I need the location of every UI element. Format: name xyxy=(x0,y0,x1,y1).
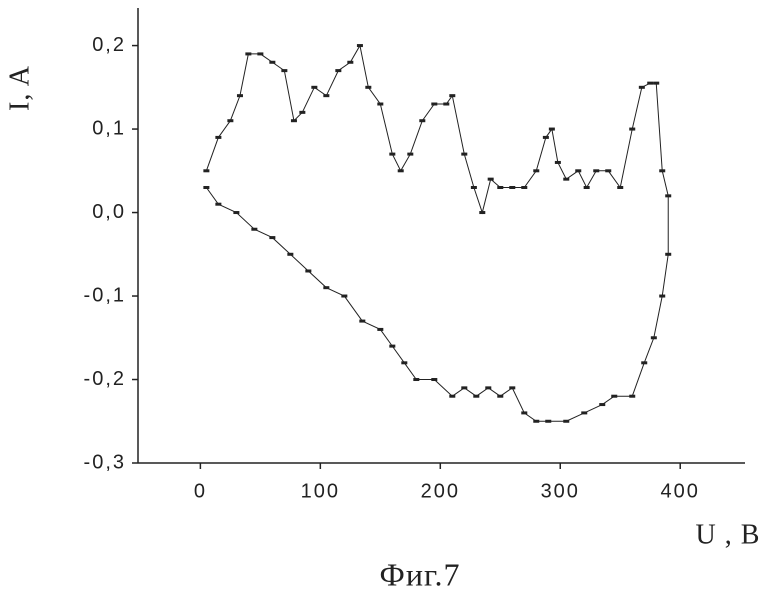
data-point xyxy=(543,136,549,139)
data-point xyxy=(471,186,477,189)
data-point xyxy=(305,269,311,272)
data-point xyxy=(545,420,551,423)
data-point xyxy=(401,361,407,364)
data-point xyxy=(641,361,647,364)
data-point xyxy=(473,395,479,398)
data-point xyxy=(479,211,485,214)
data-point xyxy=(281,69,287,72)
data-point xyxy=(359,320,365,323)
data-point xyxy=(563,420,569,423)
data-point xyxy=(575,169,581,172)
data-point xyxy=(341,295,347,298)
data-point xyxy=(237,94,243,97)
data-point xyxy=(431,103,437,106)
data-point xyxy=(251,228,257,231)
data-point xyxy=(299,111,305,114)
data-point xyxy=(605,169,611,172)
data-line xyxy=(206,46,668,422)
data-point xyxy=(497,186,503,189)
data-point xyxy=(203,169,209,172)
data-point xyxy=(509,386,515,389)
x-tick-label: 400 xyxy=(661,480,700,502)
data-point xyxy=(521,411,527,414)
data-point xyxy=(389,345,395,348)
data-point xyxy=(323,286,329,289)
data-point xyxy=(389,153,395,156)
data-point xyxy=(269,236,275,239)
data-point xyxy=(533,420,539,423)
data-point xyxy=(584,186,590,189)
data-point xyxy=(227,119,233,122)
data-point xyxy=(549,128,555,131)
data-point xyxy=(665,194,671,197)
data-point xyxy=(413,378,419,381)
data-point xyxy=(419,119,425,122)
data-point xyxy=(461,386,467,389)
data-point xyxy=(488,178,494,181)
data-point xyxy=(509,186,515,189)
x-tick-label: 0 xyxy=(194,480,207,502)
data-point xyxy=(398,169,404,172)
data-point xyxy=(335,69,341,72)
data-point xyxy=(651,336,657,339)
data-point xyxy=(521,186,527,189)
data-point xyxy=(485,386,491,389)
x-tick-label: 300 xyxy=(541,480,580,502)
data-point xyxy=(665,253,671,256)
data-point xyxy=(653,82,659,85)
data-point xyxy=(347,61,353,64)
y-tick-label: -0,2 xyxy=(84,368,126,390)
x-axis-label: U , B xyxy=(696,519,761,550)
y-tick-label: -0,1 xyxy=(84,284,126,306)
data-point xyxy=(407,153,413,156)
data-point xyxy=(461,153,467,156)
data-point xyxy=(215,203,221,206)
data-point xyxy=(203,186,209,189)
data-point xyxy=(647,82,653,85)
data-point xyxy=(443,103,449,106)
data-point xyxy=(449,94,455,97)
data-point xyxy=(617,186,623,189)
y-axis-label: I, A xyxy=(4,65,35,111)
data-point xyxy=(431,378,437,381)
data-point xyxy=(377,328,383,331)
data-point xyxy=(659,295,665,298)
data-point xyxy=(629,128,635,131)
data-point xyxy=(555,161,561,164)
data-point xyxy=(377,103,383,106)
data-point xyxy=(639,86,645,89)
data-point xyxy=(311,86,317,89)
data-point xyxy=(593,169,599,172)
data-point xyxy=(365,86,371,89)
data-point xyxy=(599,403,605,406)
y-tick-label: -0,3 xyxy=(84,451,126,473)
data-point xyxy=(287,253,293,256)
data-point xyxy=(563,178,569,181)
data-point xyxy=(257,52,263,55)
data-point xyxy=(629,395,635,398)
data-point xyxy=(449,395,455,398)
data-point xyxy=(611,395,617,398)
caption: Фиг.7 xyxy=(380,556,461,592)
x-tick-label: 200 xyxy=(421,480,460,502)
data-point xyxy=(245,52,251,55)
data-point xyxy=(215,136,221,139)
y-tick-label: 0,0 xyxy=(92,201,126,223)
data-point xyxy=(233,211,239,214)
data-point xyxy=(291,119,297,122)
y-tick-label: 0,1 xyxy=(92,117,126,139)
data-point xyxy=(659,169,665,172)
y-tick-label: 0,2 xyxy=(92,34,126,56)
data-point xyxy=(323,94,329,97)
data-point xyxy=(533,169,539,172)
data-point xyxy=(357,44,363,47)
x-tick-label: 100 xyxy=(301,480,340,502)
chart: I, A U , B Фиг.7 -0,3 -0,2 -0,1 0,0 0,1 0,2 0 1… xyxy=(0,0,778,598)
data-point xyxy=(497,395,503,398)
data-point xyxy=(581,411,587,414)
data-point xyxy=(269,61,275,64)
